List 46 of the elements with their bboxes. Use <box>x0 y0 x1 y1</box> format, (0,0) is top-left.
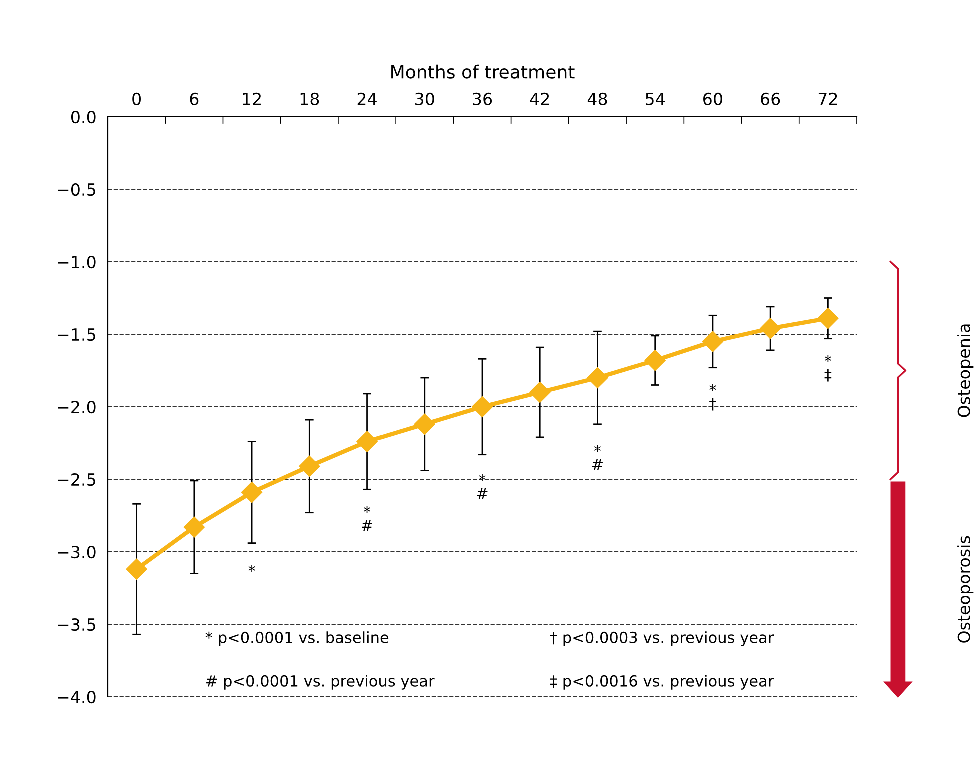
x-tick-label: 12 <box>243 92 261 106</box>
y-tick-label: −1.5 <box>58 328 96 342</box>
point <box>299 456 320 477</box>
point <box>184 516 205 538</box>
x-tick-label: 36 <box>473 92 492 106</box>
point <box>644 350 666 372</box>
x-tick-label: 18 <box>300 92 320 106</box>
y-tick-label: −0.5 <box>58 183 96 196</box>
y-tick-label: −3.5 <box>58 618 96 632</box>
annotation: * ‡ <box>824 355 832 382</box>
point <box>472 396 494 418</box>
x-tick-label: 72 <box>818 92 838 106</box>
y-tick-label: −2.5 <box>58 473 96 486</box>
point <box>126 558 148 580</box>
x-tick-label: 42 <box>530 92 550 106</box>
text: Osteopenia <box>958 324 974 418</box>
point <box>760 318 782 340</box>
annotation: # p<0.0001 vs. previous year <box>206 675 435 690</box>
x-tick-label: 48 <box>588 92 608 106</box>
y-tick-label: −4.0 <box>58 690 96 704</box>
y-tick-label: −3.0 <box>58 546 96 559</box>
point <box>356 431 378 452</box>
annotation: † p<0.0003 vs. previous year <box>550 632 774 646</box>
point <box>530 382 551 404</box>
x-tick-label: 54 <box>646 93 666 106</box>
annotation: * # <box>362 506 372 532</box>
text: Osteoporosis <box>958 536 974 643</box>
x-tick-label: 0 <box>132 92 142 106</box>
point <box>242 482 263 504</box>
point <box>702 331 724 352</box>
y-tick-label: −2.0 <box>58 400 96 414</box>
point <box>587 367 608 389</box>
annotation: * # <box>592 445 603 470</box>
x-tick-label: 24 <box>358 92 377 106</box>
annotation: ‡ p<0.0016 vs. previous year <box>550 675 774 690</box>
y-tick-label: 0.0 <box>71 110 96 124</box>
x-tick-label: 6 <box>190 92 199 106</box>
x-tick-label: 30 <box>416 92 434 106</box>
annotation: * <box>248 565 256 572</box>
y-tick-label: −1.0 <box>58 256 96 269</box>
point <box>818 308 839 330</box>
x-axis-title: Months of treatment <box>392 64 575 79</box>
annotation: * p<0.0001 vs. baseline <box>206 632 389 646</box>
point <box>414 414 436 435</box>
x-tick-label: 60 <box>704 92 722 106</box>
x-tick-label: 66 <box>761 92 780 106</box>
